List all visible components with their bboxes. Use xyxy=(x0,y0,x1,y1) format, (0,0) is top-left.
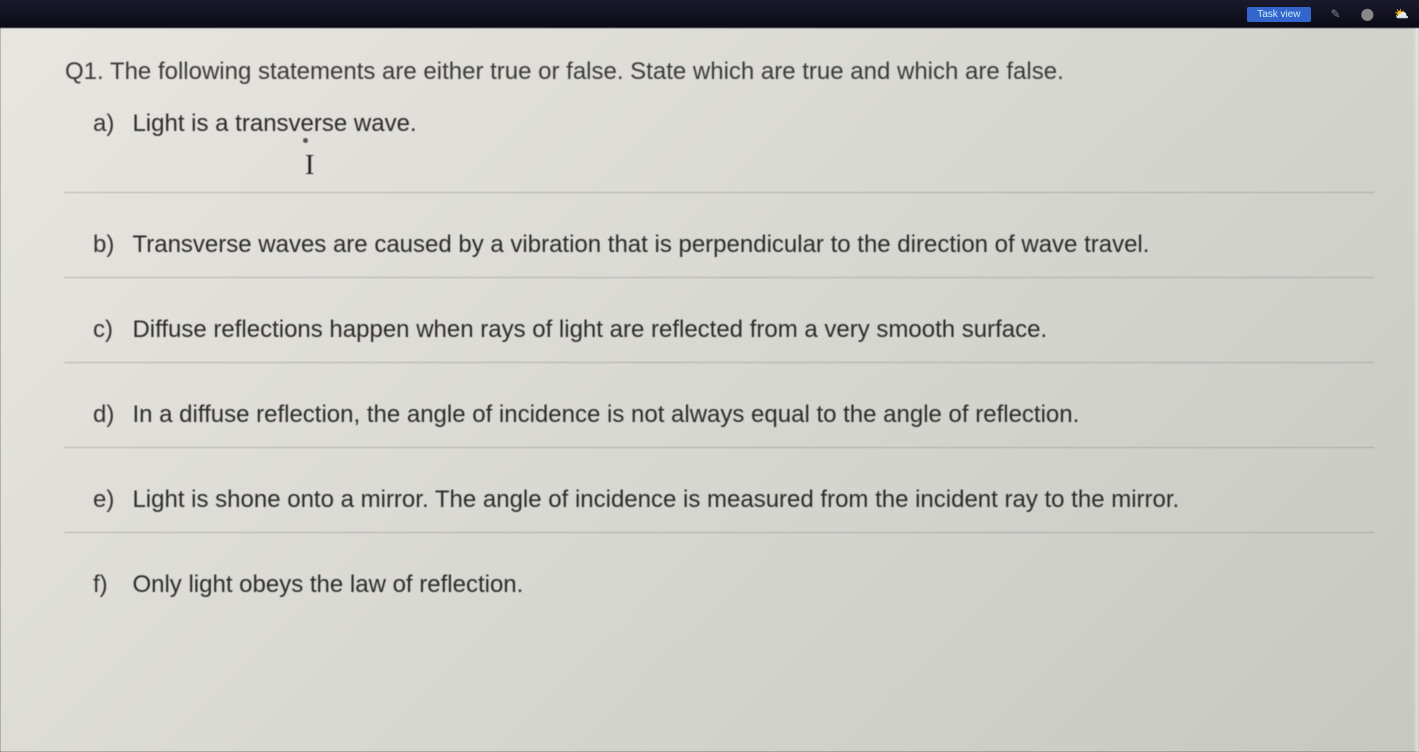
screen-glare xyxy=(1413,28,1419,752)
item-text: In a diffuse reflection, the angle of in… xyxy=(132,401,1079,428)
question-number: Q1. xyxy=(65,58,104,85)
item-e: e) Light is shone onto a mirror. The ang… xyxy=(65,486,1374,533)
item-text: Light is a transverse wave. xyxy=(132,110,416,137)
answer-line[interactable] xyxy=(65,532,1374,533)
answer-line[interactable] xyxy=(65,277,1374,278)
taskbar-button[interactable]: Task view xyxy=(1247,7,1310,22)
item-text: Light is shone onto a mirror. The angle … xyxy=(132,486,1179,513)
titlebar-icon-2: ⬤ xyxy=(1361,7,1374,21)
item-text: Transverse waves are caused by a vibrati… xyxy=(132,231,1149,258)
item-label: b) xyxy=(93,231,128,259)
item-text: Only light obeys the law of reflection. xyxy=(132,571,523,598)
item-text: Diffuse reflections happen when rays of … xyxy=(132,316,1047,343)
item-a: a) Light is a transverse wave. I xyxy=(65,110,1374,193)
item-b: b) Transverse waves are caused by a vibr… xyxy=(65,231,1374,278)
item-f: f) Only light obeys the law of reflectio… xyxy=(65,571,1374,599)
item-label: e) xyxy=(93,486,128,514)
question-header: Q1. The following statements are either … xyxy=(65,58,1374,86)
titlebar-icon-3: ⛅ xyxy=(1394,7,1409,21)
answer-line[interactable] xyxy=(65,192,1374,193)
dust-speck xyxy=(303,138,308,143)
question-prompt: The following statements are either true… xyxy=(110,58,1064,85)
answer-line[interactable] xyxy=(65,447,1374,448)
item-label: d) xyxy=(93,401,128,429)
item-label: a) xyxy=(93,110,128,138)
item-label: c) xyxy=(93,316,128,344)
text-cursor-icon: I xyxy=(305,150,314,182)
item-label: f) xyxy=(93,571,128,599)
worksheet-page: Q1. The following statements are either … xyxy=(0,28,1419,752)
item-d: d) In a diffuse reflection, the angle of… xyxy=(65,401,1374,448)
window-titlebar: Task view ✎ ⬤ ⛅ xyxy=(0,0,1419,28)
item-c: c) Diffuse reflections happen when rays … xyxy=(65,316,1374,363)
answer-line[interactable] xyxy=(65,362,1374,363)
titlebar-icon-1: ✎ xyxy=(1331,7,1341,21)
